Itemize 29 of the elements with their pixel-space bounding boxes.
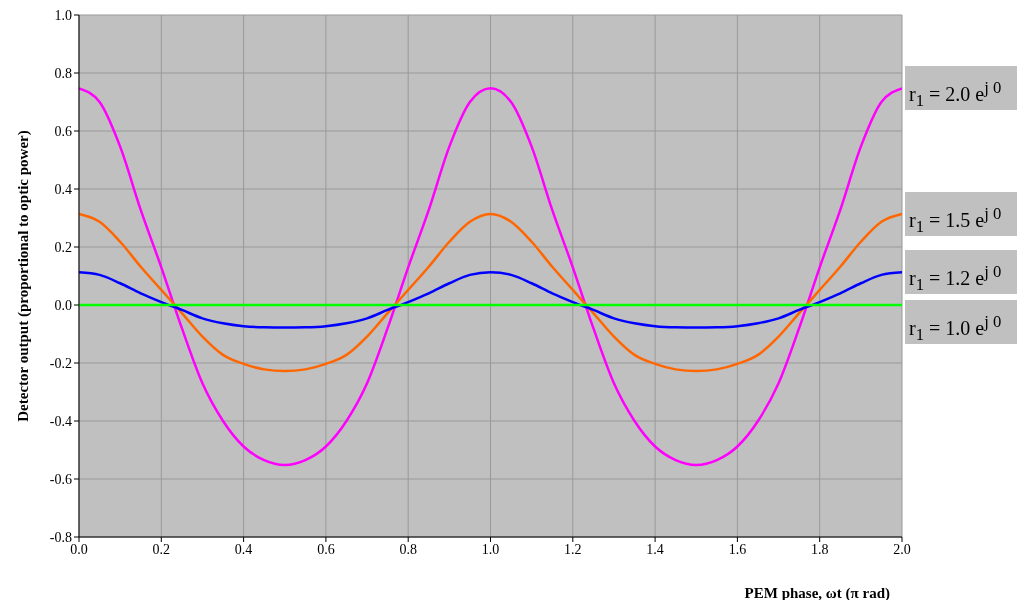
x-tick-label: 0.0	[70, 541, 88, 557]
x-tick-label: 1.8	[810, 541, 829, 557]
x-tick-label: 1.6	[728, 541, 747, 557]
x-tick-label: 1.2	[564, 541, 582, 557]
line-series	[79, 87, 902, 467]
x-tick-label: 0.4	[234, 541, 253, 557]
y-tick-label: 0.8	[54, 65, 72, 81]
line-series	[79, 212, 902, 373]
y-tick-label: -0.8	[49, 529, 72, 545]
x-tick-label: 2.0	[893, 541, 911, 557]
y-tick-label: -0.2	[49, 355, 72, 371]
x-tick-label: 0.8	[399, 541, 417, 557]
series-label: r$_{1}$ = 1.2 e$^{j 0}$	[905, 250, 1017, 295]
x-tick-label: 0.2	[152, 541, 171, 557]
y-tick-label: 0.4	[54, 181, 72, 197]
y-axis-title: Detector output (proportional to optic power)	[15, 130, 33, 422]
y-tick-label: 1.0	[54, 7, 72, 23]
y-tick-label: -0.6	[49, 471, 72, 487]
series-label: r$_{1}$ = 1.5 e$^{j 0}$	[905, 191, 1017, 236]
series-label: r$_{1}$ = 1.0 e$^{j 0}$	[905, 300, 1017, 345]
x-tick-label: 1.0	[481, 541, 500, 557]
y-tick-label: 0.2	[54, 239, 72, 255]
x-tick-label: 0.6	[317, 541, 335, 557]
x-tick-label: 1.4	[646, 541, 664, 557]
y-tick-label: -0.4	[49, 413, 72, 429]
line-series	[79, 270, 902, 329]
y-tick-label: 0.0	[54, 297, 72, 313]
series-label: r$_{1}$ = 2.0 e$^{j 0}$	[905, 66, 1017, 111]
y-tick-label: 0.6	[54, 123, 72, 139]
